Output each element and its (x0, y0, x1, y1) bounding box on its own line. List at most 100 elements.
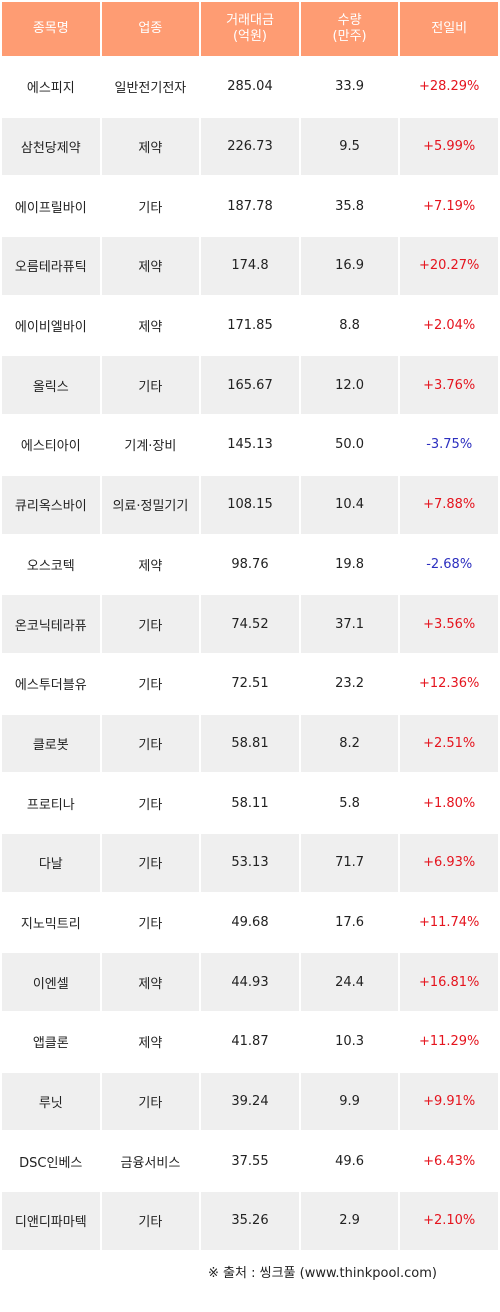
stock-name-cell: 에스피지 (2, 58, 100, 116)
table-row: 삼천당제약 제약 226.73 9.5 +5.99% (2, 117, 498, 176)
table-row: 루닛 기타 39.24 9.9 +9.91% (2, 1072, 498, 1131)
table-row: 에스피지 일반전기전자 285.04 33.9 +28.29% (2, 58, 498, 116)
trade-volume-cell: 49.6 (300, 1132, 399, 1191)
table-row: DSC인베스 금융서비스 37.55 49.6 +6.43% (2, 1132, 498, 1191)
column-header-change: 전일비 (400, 2, 498, 56)
sector-cell: 기타 (101, 654, 200, 713)
sector-cell: 기타 (101, 1192, 200, 1250)
stock-name-cell: 다날 (2, 833, 100, 892)
change-cell: +7.19% (400, 177, 498, 236)
trade-volume-cell: 8.2 (300, 714, 399, 773)
table-row: 앱클론 제약 41.87 10.3 +11.29% (2, 1013, 498, 1071)
trade-amount-cell: 58.11 (201, 774, 299, 832)
stock-name-cell: 지노믹트리 (2, 893, 100, 952)
change-cell: +1.80% (400, 774, 498, 832)
sector-cell: 의료·정밀기기 (101, 475, 200, 534)
table-row: 에이프릴바이 기타 187.78 35.8 +7.19% (2, 177, 498, 236)
sector-cell: 제약 (101, 953, 200, 1011)
trade-amount-cell: 49.68 (201, 893, 299, 952)
stock-name-cell: 온코닉테라퓨 (2, 595, 100, 653)
table-row: 이엔셀 제약 44.93 24.4 +16.81% (2, 953, 498, 1011)
trade-amount-cell: 58.81 (201, 714, 299, 773)
sector-cell: 기타 (101, 833, 200, 892)
trade-amount-cell: 108.15 (201, 475, 299, 534)
header-row: 종목명 업종 거래대금 (억원) 수량 (만주) 전일비 (2, 2, 498, 56)
trade-volume-cell: 50.0 (300, 416, 399, 474)
trade-volume-cell: 9.9 (300, 1072, 399, 1131)
trade-amount-cell: 145.13 (201, 416, 299, 474)
table-row: 오스코텍 제약 98.76 19.8 -2.68% (2, 535, 498, 594)
table-body: 에스피지 일반전기전자 285.04 33.9 +28.29% 삼천당제약 제약 226.73… (2, 58, 498, 1250)
trade-amount-cell: 39.24 (201, 1072, 299, 1131)
change-cell: +11.74% (400, 893, 498, 952)
table-row: 디앤디파마텍 기타 35.26 2.9 +2.10% (2, 1192, 498, 1250)
table-row: 에이비엘바이 제약 171.85 8.8 +2.04% (2, 296, 498, 355)
stock-name-cell: 루닛 (2, 1072, 100, 1131)
trade-volume-cell: 33.9 (300, 58, 399, 116)
stock-table: 종목명 업종 거래대금 (억원) 수량 (만주) 전일비 에스피지 일반전기전자 285.04 3… (2, 2, 498, 1250)
trade-amount-cell: 72.51 (201, 654, 299, 713)
trade-volume-cell: 9.5 (300, 117, 399, 176)
change-cell: +9.91% (400, 1072, 498, 1131)
stock-name-cell: DSC인베스 (2, 1132, 100, 1191)
stock-name-cell: 올릭스 (2, 356, 100, 415)
trade-volume-cell: 23.2 (300, 654, 399, 713)
sector-cell: 일반전기전자 (101, 58, 200, 116)
table-row: 올릭스 기타 165.67 12.0 +3.76% (2, 356, 498, 415)
sector-cell: 기타 (101, 595, 200, 653)
trade-amount-cell: 171.85 (201, 296, 299, 355)
trade-amount-cell: 53.13 (201, 833, 299, 892)
trade-amount-cell: 174.8 (201, 237, 299, 295)
table-row: 온코닉테라퓨 기타 74.52 37.1 +3.56% (2, 595, 498, 653)
change-cell: +16.81% (400, 953, 498, 1011)
column-header-name: 종목명 (2, 2, 100, 56)
change-cell: +3.56% (400, 595, 498, 653)
table-row: 다날 기타 53.13 71.7 +6.93% (2, 833, 498, 892)
table-row: 오름테라퓨틱 제약 174.8 16.9 +20.27% (2, 237, 498, 295)
table-header: 종목명 업종 거래대금 (억원) 수량 (만주) 전일비 (2, 2, 498, 56)
stock-name-cell: 오스코텍 (2, 535, 100, 594)
change-cell: +6.93% (400, 833, 498, 892)
sector-cell: 기타 (101, 1072, 200, 1131)
trade-volume-cell: 10.3 (300, 1013, 399, 1071)
stock-name-cell: 에스티아이 (2, 416, 100, 474)
change-cell: +2.10% (400, 1192, 498, 1250)
trade-volume-cell: 24.4 (300, 953, 399, 1011)
trade-volume-cell: 35.8 (300, 177, 399, 236)
sector-cell: 기계·장비 (101, 416, 200, 474)
trade-volume-cell: 8.8 (300, 296, 399, 355)
table-row: 에스티아이 기계·장비 145.13 50.0 -3.75% (2, 416, 498, 474)
change-cell: +5.99% (400, 117, 498, 176)
change-cell: +2.04% (400, 296, 498, 355)
trade-amount-cell: 44.93 (201, 953, 299, 1011)
stock-name-cell: 에이프릴바이 (2, 177, 100, 236)
table-row: 지노믹트리 기타 49.68 17.6 +11.74% (2, 893, 498, 952)
change-cell: +6.43% (400, 1132, 498, 1191)
trade-volume-cell: 71.7 (300, 833, 399, 892)
column-header-volume: 수량 (만주) (300, 2, 399, 56)
source-note: ※ 출처 : 씽크풀 (www.thinkpool.com) (208, 1266, 437, 1281)
trade-amount-cell: 35.26 (201, 1192, 299, 1250)
trade-amount-cell: 41.87 (201, 1013, 299, 1071)
trade-amount-cell: 98.76 (201, 535, 299, 594)
trade-volume-cell: 10.4 (300, 475, 399, 534)
stock-name-cell: 이엔셀 (2, 953, 100, 1011)
trade-amount-cell: 187.78 (201, 177, 299, 236)
stock-name-cell: 프로티나 (2, 774, 100, 832)
table-row: 에스투더블유 기타 72.51 23.2 +12.36% (2, 654, 498, 713)
change-cell: +11.29% (400, 1013, 498, 1071)
sector-cell: 금융서비스 (101, 1132, 200, 1191)
sector-cell: 기타 (101, 774, 200, 832)
sector-cell: 제약 (101, 296, 200, 355)
change-cell: +20.27% (400, 237, 498, 295)
change-cell: -3.75% (400, 416, 498, 474)
sector-cell: 기타 (101, 893, 200, 952)
change-cell: +7.88% (400, 475, 498, 534)
stock-name-cell: 에이비엘바이 (2, 296, 100, 355)
sector-cell: 제약 (101, 1013, 200, 1071)
sector-cell: 제약 (101, 237, 200, 295)
stock-name-cell: 큐리옥스바이 (2, 475, 100, 534)
change-cell: +12.36% (400, 654, 498, 713)
table-row: 프로티나 기타 58.11 5.8 +1.80% (2, 774, 498, 832)
